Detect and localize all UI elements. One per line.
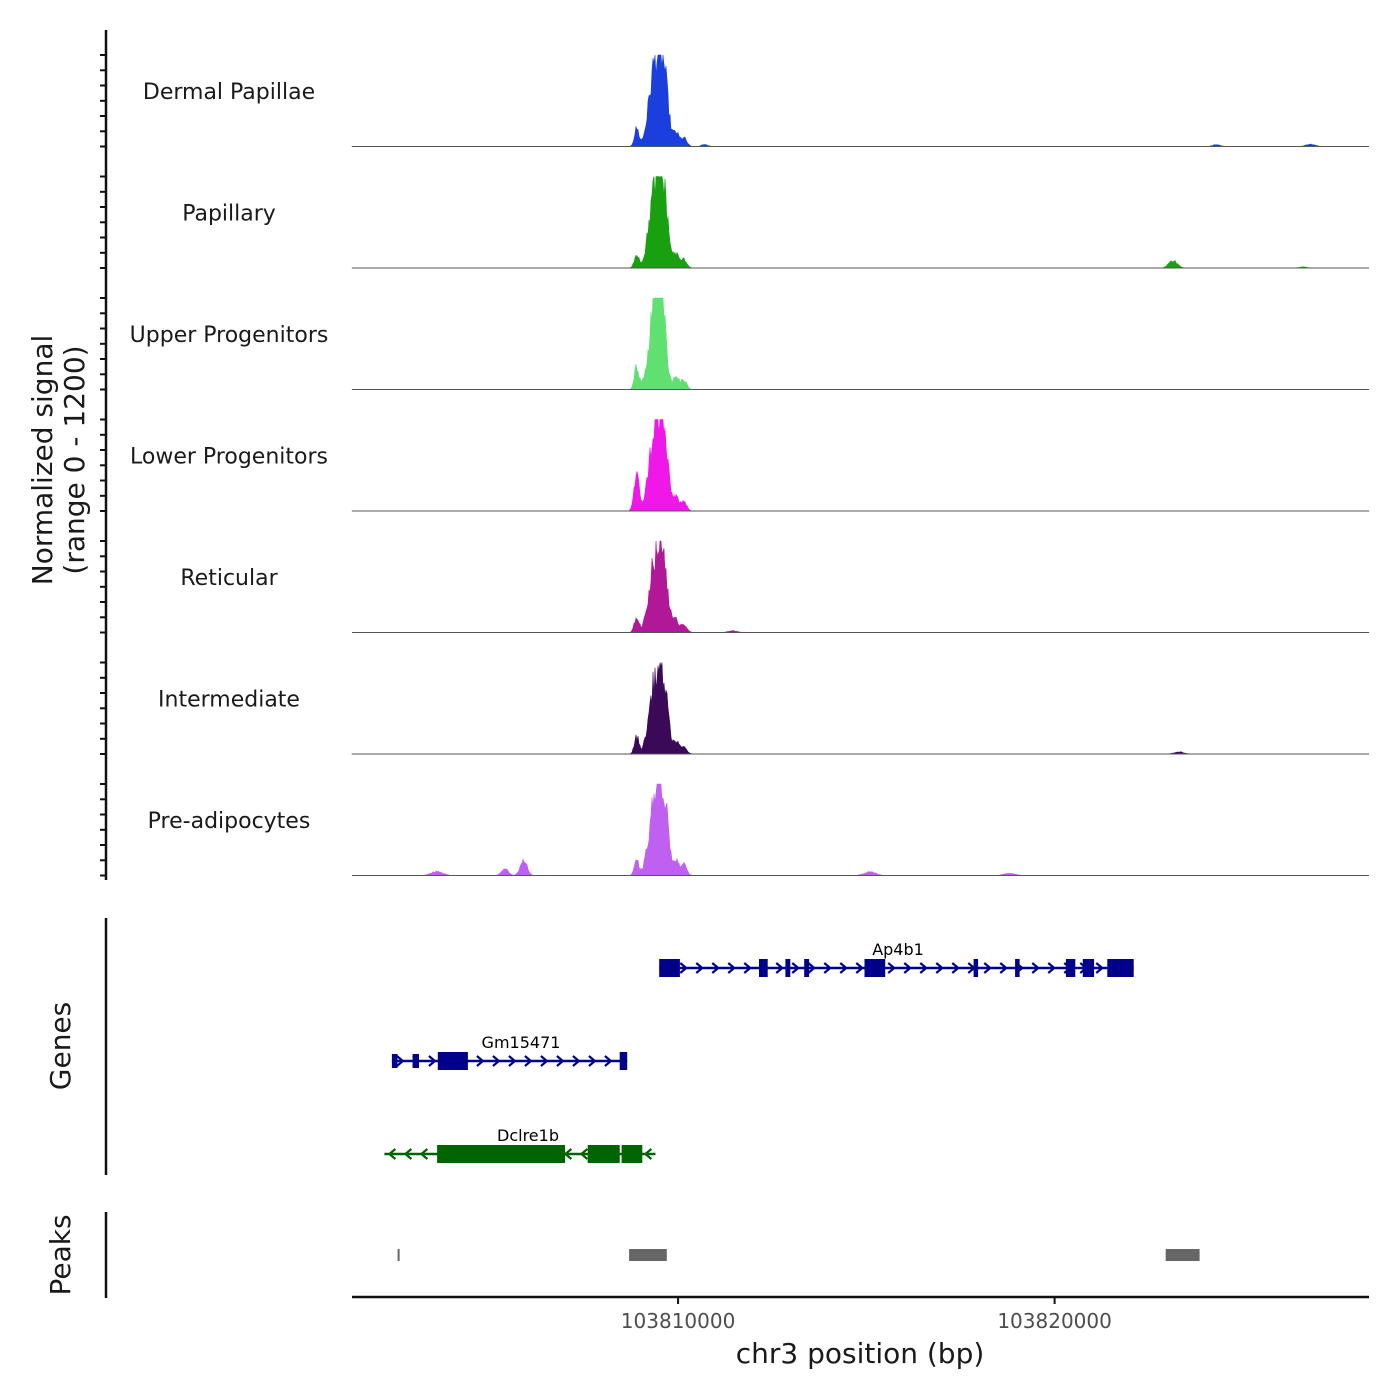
strand-chevron bbox=[775, 962, 784, 974]
strand-chevron bbox=[791, 962, 800, 974]
strand-chevron bbox=[935, 962, 944, 974]
peak-region bbox=[629, 1249, 667, 1261]
gene-ap4b1: Ap4b1 bbox=[659, 940, 1134, 977]
strand-chevron bbox=[695, 962, 704, 974]
track-label: Dermal Papillae bbox=[143, 80, 315, 105]
strand-chevron bbox=[540, 1055, 549, 1067]
strand-chevron bbox=[1047, 962, 1056, 974]
track-intermediate: Intermediate bbox=[158, 662, 1370, 755]
gene-gm15471: Gm15471 bbox=[391, 1033, 628, 1070]
exon bbox=[412, 1054, 419, 1068]
strand-chevron bbox=[903, 962, 912, 974]
y-axis-title-line1: Normalized signal bbox=[26, 335, 59, 586]
strand-chevron bbox=[983, 962, 992, 974]
gene-label: Ap4b1 bbox=[872, 940, 924, 959]
gene-annotations: Ap4b1 Gm15471 Dclre1b bbox=[384, 940, 1134, 1163]
strand-chevron bbox=[887, 962, 896, 974]
exon bbox=[619, 1052, 628, 1070]
coverage-tracks: Dermal Papillae Papillary Upper Progenitor… bbox=[130, 54, 1370, 876]
x-axis-ticks: 103810000 103820000 bbox=[621, 1297, 1112, 1333]
strand-chevron bbox=[572, 1055, 581, 1067]
coverage-y-ticks bbox=[100, 54, 106, 877]
track-label: Pre-adipocytes bbox=[148, 809, 311, 834]
track-label: Upper Progenitors bbox=[130, 323, 329, 348]
track-label: Intermediate bbox=[158, 688, 300, 713]
exon bbox=[437, 1145, 566, 1163]
exon bbox=[864, 959, 886, 977]
exon bbox=[1107, 959, 1134, 977]
strand-chevron bbox=[563, 1148, 573, 1160]
exon bbox=[621, 1145, 643, 1163]
track-pre-adipocytes: Pre-adipocytes bbox=[148, 783, 1370, 876]
strand-chevron bbox=[643, 1148, 653, 1160]
track-label: Reticular bbox=[180, 566, 278, 591]
strand-chevron bbox=[807, 962, 816, 974]
peak-region bbox=[397, 1249, 400, 1261]
gene-dclre1b: Dclre1b bbox=[384, 1126, 656, 1163]
strand-chevron bbox=[679, 962, 688, 974]
strand-chevron bbox=[492, 1055, 501, 1067]
track-upper-progenitors: Upper Progenitors bbox=[130, 297, 1370, 390]
peak-region bbox=[1165, 1249, 1200, 1261]
strand-chevron bbox=[743, 962, 752, 974]
x-tick-label: 103820000 bbox=[997, 1309, 1112, 1333]
strand-chevron bbox=[387, 1148, 397, 1160]
strand-chevron bbox=[428, 1055, 437, 1067]
exon bbox=[973, 959, 979, 977]
strand-chevron bbox=[855, 962, 864, 974]
strand-chevron bbox=[1095, 962, 1104, 974]
strand-chevron bbox=[579, 1148, 589, 1160]
strand-chevron bbox=[839, 962, 848, 974]
strand-chevron bbox=[711, 962, 720, 974]
exon bbox=[804, 959, 810, 977]
exon bbox=[1015, 959, 1020, 977]
x-tick-label: 103810000 bbox=[621, 1309, 736, 1333]
strand-chevron bbox=[727, 962, 736, 974]
exon bbox=[437, 1052, 468, 1070]
peaks-track-label: Peaks bbox=[44, 1214, 77, 1295]
track-dermal-papillae: Dermal Papillae bbox=[143, 54, 1370, 147]
track-lower-progenitors: Lower Progenitors bbox=[130, 419, 1370, 512]
track-label: Papillary bbox=[182, 202, 276, 227]
track-label: Lower Progenitors bbox=[130, 445, 328, 470]
exon bbox=[785, 959, 791, 977]
peak-regions bbox=[397, 1249, 1200, 1261]
strand-chevron bbox=[476, 1055, 485, 1067]
exon bbox=[759, 959, 768, 977]
gene-label: Dclre1b bbox=[497, 1126, 559, 1145]
strand-chevron bbox=[508, 1055, 517, 1067]
strand-chevron bbox=[588, 1055, 597, 1067]
strand-chevron bbox=[403, 1148, 413, 1160]
y-axis-title-line2: (range 0 - 1200) bbox=[58, 345, 91, 574]
exon bbox=[391, 1054, 398, 1068]
strand-chevron bbox=[524, 1055, 533, 1067]
exon bbox=[659, 959, 680, 977]
strand-chevron bbox=[919, 962, 928, 974]
strand-chevron bbox=[1031, 962, 1040, 974]
strand-chevron bbox=[823, 962, 832, 974]
strand-chevron bbox=[999, 962, 1008, 974]
strand-chevron bbox=[419, 1148, 429, 1160]
exon bbox=[1065, 959, 1076, 977]
strand-chevron bbox=[556, 1055, 565, 1067]
genes-track-label: Genes bbox=[44, 1002, 77, 1090]
x-axis-title: chr3 position (bp) bbox=[736, 1337, 985, 1370]
strand-chevron bbox=[604, 1055, 613, 1067]
exon bbox=[1082, 959, 1095, 977]
track-papillary: Papillary bbox=[182, 176, 1369, 269]
exon bbox=[587, 1145, 620, 1163]
gene-label: Gm15471 bbox=[482, 1033, 561, 1052]
strand-chevron bbox=[951, 962, 960, 974]
track-reticular: Reticular bbox=[180, 540, 1370, 633]
strand-chevron bbox=[396, 1055, 405, 1067]
